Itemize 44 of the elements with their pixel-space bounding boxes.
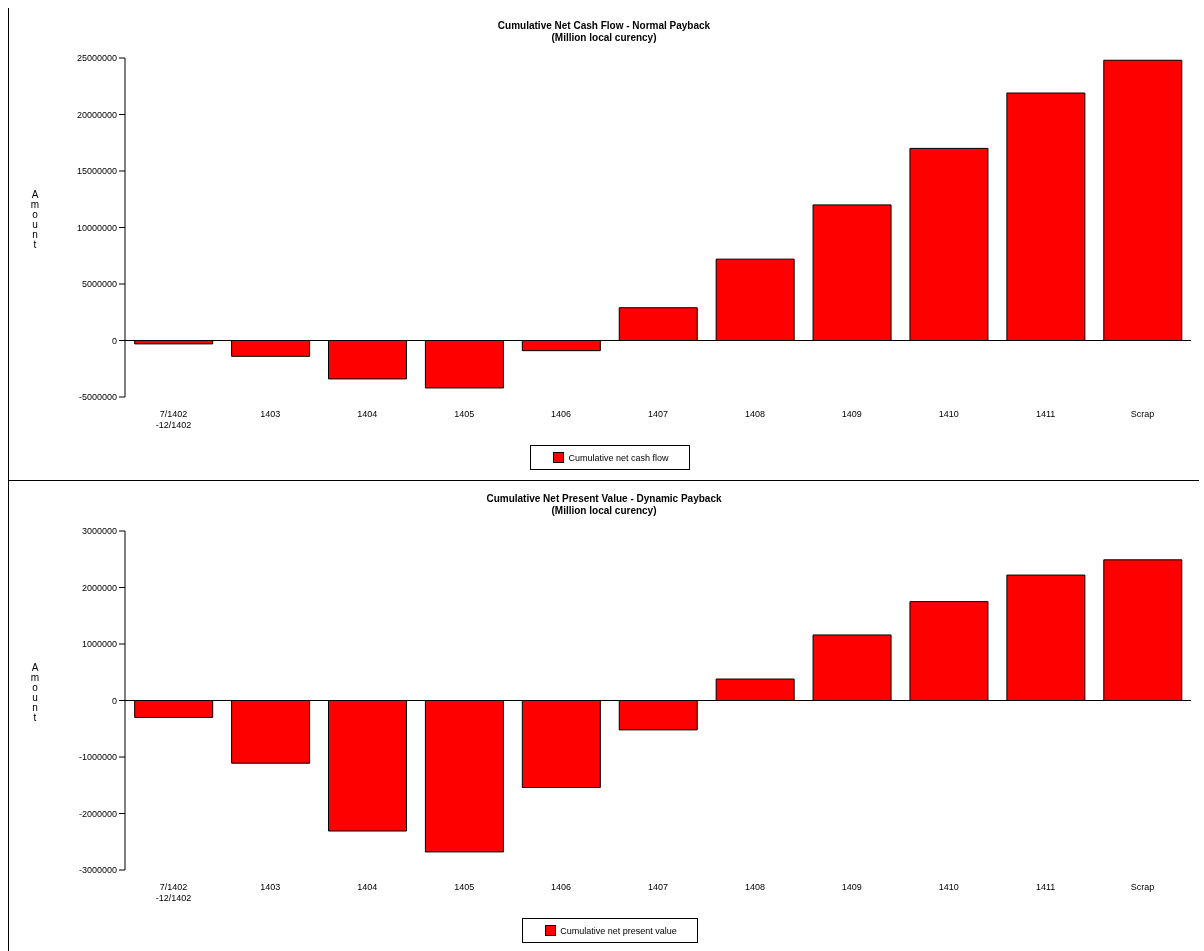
x-tick-label: 1408 [744, 882, 765, 892]
y-tick-label: -1000000 [78, 752, 117, 763]
x-tick-label: 7/1402 -12/1402 [155, 882, 192, 903]
y-tick-label: -2000000 [78, 808, 117, 819]
y-tick-label: 20000000 [76, 109, 117, 120]
x-tick-label: 1405 [454, 409, 475, 419]
y-tick-label: 5000000 [81, 279, 117, 290]
x-tick-label: 1405 [454, 882, 475, 892]
x-tick-label: Scrap [1130, 409, 1155, 419]
y-tick-label: 3000000 [81, 526, 117, 537]
x-tick-label: 1403 [260, 409, 281, 419]
y-tick-label: 0 [111, 695, 117, 706]
x-tick-label: 1407 [647, 409, 669, 419]
x-tick-label: 1406 [551, 882, 572, 892]
y-tick-label: 25000000 [76, 53, 117, 64]
x-tick-label: 1407 [647, 882, 669, 892]
y-tick-label: 0 [111, 335, 117, 346]
x-tick-label: 1409 [841, 409, 862, 419]
y-tick-label: 10000000 [76, 222, 117, 233]
chart-subtitle: (Million local curency) [550, 505, 658, 517]
y-axis-title: Amount [30, 661, 40, 723]
chart-title: Cumulative Net Cash Flow - Normal Payback [496, 20, 712, 32]
x-tick-label: 1406 [551, 409, 572, 419]
y-tick-label: -5000000 [78, 392, 117, 403]
x-tick-label: 1408 [744, 409, 765, 419]
y-tick-label: 1000000 [81, 639, 117, 650]
y-tick-label: 2000000 [81, 582, 117, 593]
x-tick-label: 1411 [1035, 882, 1056, 892]
x-tick-label: 7/1402 -12/1402 [155, 409, 192, 430]
legend-label: Cumulative net cash flow [568, 452, 669, 463]
x-tick-label: 1409 [841, 882, 862, 892]
y-tick-label: 15000000 [76, 166, 117, 177]
x-tick-label: 1410 [938, 882, 959, 892]
x-tick-label: 1404 [357, 409, 378, 419]
chart-subtitle: (Million local curency) [550, 32, 658, 44]
x-tick-label: Scrap [1130, 882, 1155, 892]
chart-title: Cumulative Net Present Value - Dynamic Payback [485, 493, 723, 505]
y-axis-title: Amount [30, 188, 40, 250]
x-tick-label: 1411 [1035, 409, 1056, 419]
legend-label: Cumulative net present value [560, 925, 677, 936]
y-tick-label: -3000000 [78, 865, 117, 876]
x-tick-label: 1403 [260, 882, 281, 892]
x-tick-label: 1404 [357, 882, 378, 892]
x-tick-label: 1410 [938, 409, 959, 419]
